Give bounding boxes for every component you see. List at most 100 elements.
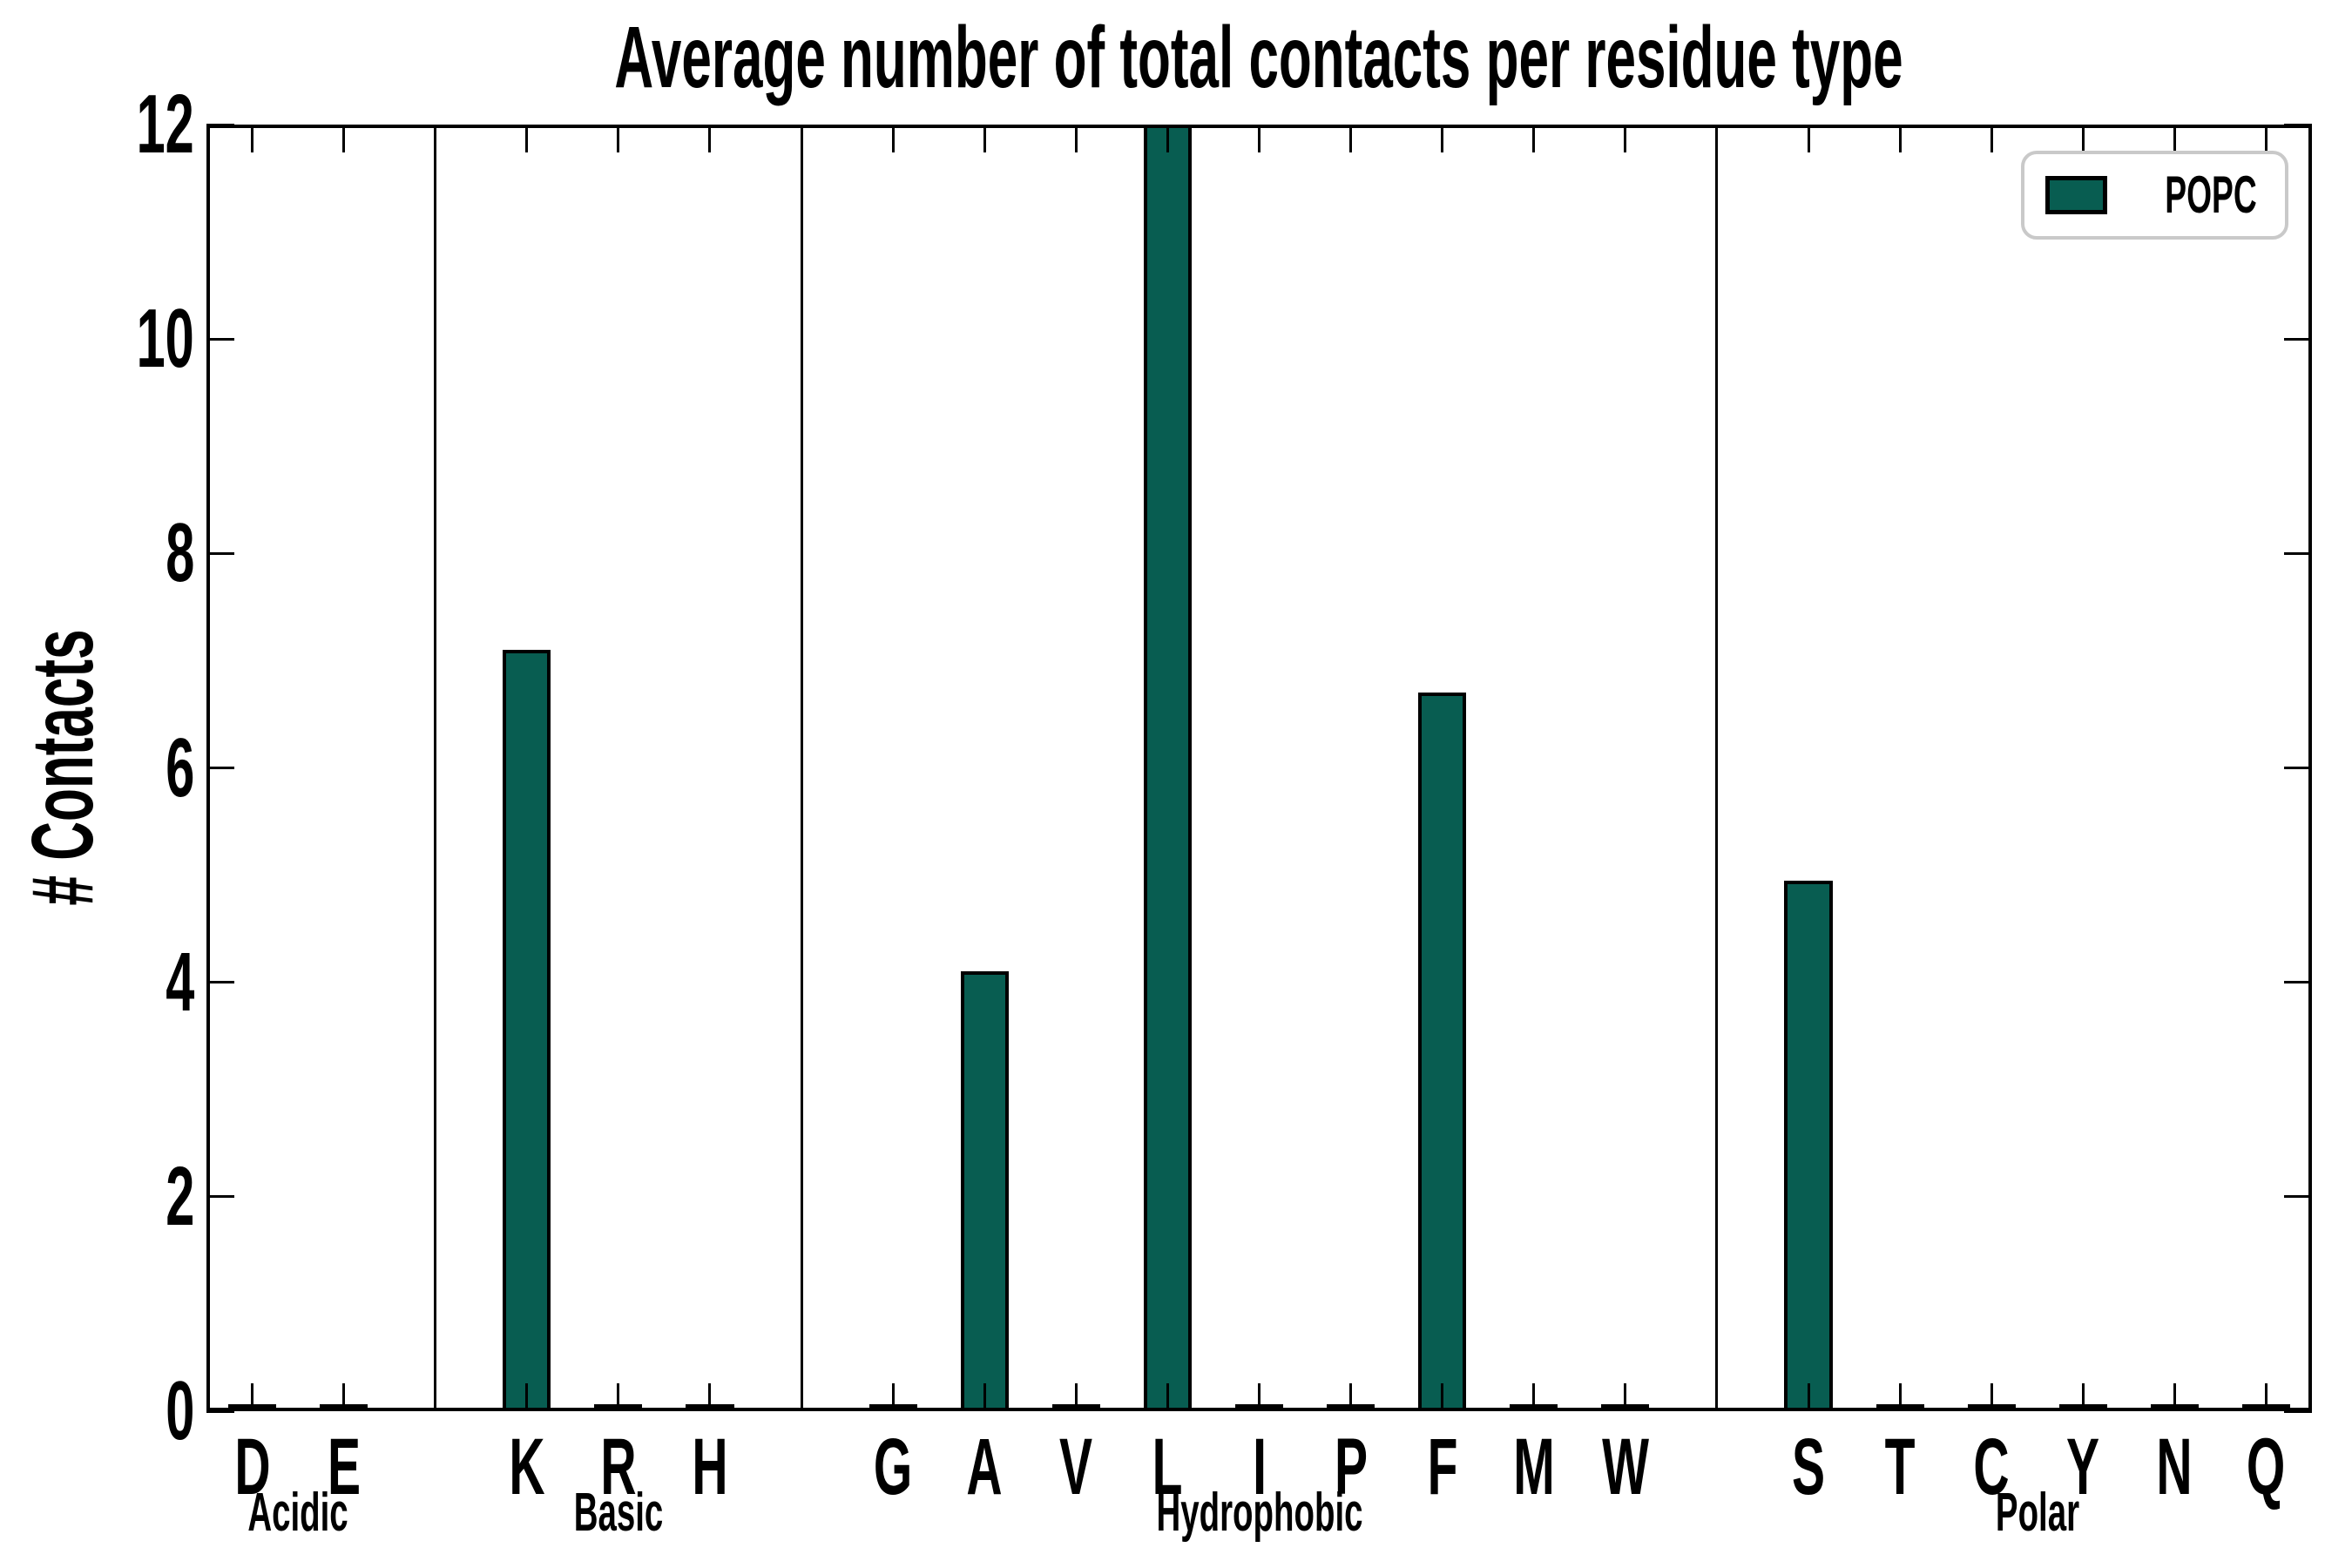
x-tick-label-text: W (1601, 1423, 1649, 1511)
x-tick-bottom-G (891, 1383, 895, 1411)
x-tick-label-M: M (1500, 1427, 1567, 1507)
x-tick-label-Y: Y (2057, 1427, 2110, 1507)
x-tick-label-K: K (498, 1427, 556, 1507)
x-tick-label-text: Q (2247, 1423, 2286, 1511)
group-label-text: Basic (573, 1483, 664, 1543)
x-tick-label-text: R (600, 1423, 637, 1511)
y-tick-right-12 (2284, 123, 2312, 126)
x-tick-bottom-V (1074, 1383, 1078, 1411)
plot-area (206, 125, 2312, 1411)
x-tick-bottom-A (983, 1383, 986, 1411)
y-tick-label-text: 12 (136, 78, 194, 171)
x-tick-bottom-N (2173, 1383, 2176, 1411)
x-tick-label-text: D (233, 1423, 271, 1511)
y-tick-label-text: 10 (136, 292, 194, 386)
x-tick-bottom-D (251, 1383, 254, 1411)
x-tick-label-T: T (1876, 1427, 1924, 1507)
y-tick-left-8 (206, 551, 234, 555)
group-label-acidic: Acidic (217, 1486, 379, 1540)
x-tick-top-M (1532, 125, 1536, 152)
y-tick-left-10 (206, 337, 234, 341)
x-tick-top-A (983, 125, 986, 152)
group-label-polar: Polar (1970, 1486, 2105, 1540)
bar-L (1143, 125, 1192, 1411)
x-tick-bottom-R (617, 1383, 620, 1411)
x-tick-label-text: Y (2066, 1423, 2100, 1511)
x-tick-label-W: W (1587, 1427, 1663, 1507)
x-tick-top-S (1807, 125, 1810, 152)
x-tick-bottom-L (1166, 1383, 1169, 1411)
y-tick-left-0 (206, 1409, 234, 1413)
x-tick-top-F (1441, 125, 1444, 152)
x-tick-label-text: L (1152, 1423, 1183, 1511)
x-tick-label-text: V (1059, 1423, 1093, 1511)
x-tick-top-C (1990, 125, 1993, 152)
y-tick-left-2 (206, 1195, 234, 1199)
x-tick-top-H (708, 125, 712, 152)
legend-box: POPC (2021, 151, 2288, 240)
bar-K (503, 650, 551, 1411)
x-tick-bottom-P (1349, 1383, 1353, 1411)
y-tick-label-text: 2 (165, 1149, 194, 1243)
x-tick-label-text: T (1884, 1423, 1916, 1511)
x-tick-bottom-H (708, 1383, 712, 1411)
x-tick-top-P (1349, 125, 1353, 152)
x-tick-label-D: D (223, 1427, 280, 1507)
x-tick-bottom-C (1990, 1383, 1993, 1411)
x-tick-label-I: I (1248, 1427, 1271, 1507)
x-tick-label-text: M (1512, 1423, 1555, 1511)
x-tick-label-text: I (1252, 1423, 1267, 1511)
y-tick-label-0: 0 (148, 1369, 194, 1453)
bar-F (1418, 693, 1467, 1411)
x-tick-label-P: P (1324, 1427, 1377, 1507)
x-tick-top-W (1624, 125, 1627, 152)
x-tick-label-E: E (317, 1427, 370, 1507)
group-label-text: Acidic (247, 1483, 348, 1543)
y-tick-right-2 (2284, 1195, 2312, 1199)
x-tick-bottom-F (1441, 1383, 1444, 1411)
x-tick-label-text: P (1334, 1423, 1368, 1511)
x-tick-bottom-I (1258, 1383, 1260, 1411)
x-tick-bottom-W (1624, 1383, 1627, 1411)
y-tick-left-12 (206, 123, 234, 126)
y-tick-right-8 (2284, 551, 2312, 555)
group-label-hydrophobic: Hydrophobic (1092, 1486, 1425, 1540)
y-tick-label-12: 12 (101, 83, 194, 166)
x-tick-label-text: A (966, 1423, 1003, 1511)
x-tick-top-N (2173, 125, 2176, 152)
x-tick-label-Q: Q (2235, 1427, 2298, 1507)
x-tick-label-text: N (2156, 1423, 2193, 1511)
group-separator-line (1715, 125, 1719, 1411)
y-tick-right-6 (2284, 767, 2312, 769)
x-tick-label-A: A (956, 1427, 1013, 1507)
x-tick-label-G: G (862, 1427, 924, 1507)
x-tick-bottom-T (1898, 1383, 1902, 1411)
group-separator-line (800, 125, 803, 1411)
y-tick-label-text: 4 (165, 935, 194, 1029)
x-tick-label-text: S (1791, 1423, 1826, 1511)
x-tick-label-F: F (1418, 1427, 1467, 1507)
y-axis-label: # Contacts (14, 544, 112, 990)
legend-swatch (2045, 176, 2107, 214)
y-tick-label-6: 6 (148, 726, 194, 810)
legend-label: POPC (2165, 166, 2257, 224)
x-tick-top-I (1258, 125, 1260, 152)
x-tick-label-text: E (327, 1423, 361, 1511)
x-tick-label-text: C (1973, 1423, 2010, 1511)
x-tick-top-K (525, 125, 529, 152)
bar-A (960, 971, 1009, 1411)
bar-S (1784, 880, 1833, 1411)
x-tick-bottom-K (525, 1383, 529, 1411)
x-tick-top-V (1074, 125, 1078, 152)
x-tick-label-V: V (1050, 1427, 1103, 1507)
x-tick-top-L (1166, 125, 1169, 152)
x-tick-label-H: H (681, 1427, 739, 1507)
x-tick-top-E (342, 125, 346, 152)
y-tick-label-8: 8 (148, 511, 194, 595)
x-tick-top-Q (2264, 125, 2268, 152)
x-tick-label-C: C (1963, 1427, 2020, 1507)
x-tick-top-D (251, 125, 254, 152)
x-tick-top-T (1898, 125, 1902, 152)
x-tick-label-text: H (692, 1423, 728, 1511)
